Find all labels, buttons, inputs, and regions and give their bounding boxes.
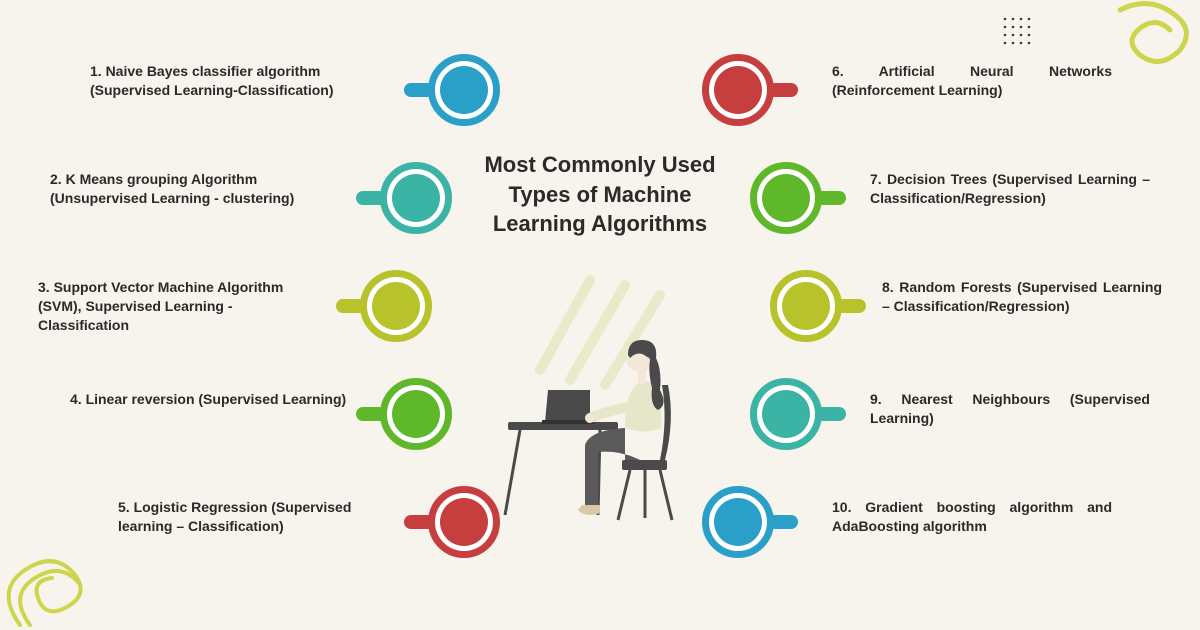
- algorithm-label-9: 9. Nearest Neighbours (Supervised Learni…: [870, 390, 1150, 428]
- node-handle: [816, 191, 846, 205]
- algorithm-node-4: [380, 378, 452, 450]
- node-handle: [768, 83, 798, 97]
- algorithm-node-2: [380, 162, 452, 234]
- center-illustration: [490, 310, 710, 530]
- node-ring: [380, 378, 452, 450]
- node-inner: [440, 498, 488, 546]
- node-ring: [360, 270, 432, 342]
- algorithm-node-8: [770, 270, 842, 342]
- algorithm-node-5: [428, 486, 500, 558]
- algorithm-label-4: 4. Linear reversion (Supervised Learning…: [70, 390, 350, 409]
- node-handle: [768, 515, 798, 529]
- page-title: Most Commonly Used Types of Machine Lear…: [460, 150, 740, 239]
- node-ring: [428, 54, 500, 126]
- algorithm-node-6: [702, 54, 774, 126]
- node-ring: [702, 486, 774, 558]
- algorithm-node-3: [360, 270, 432, 342]
- decoration-dots-top-right: [1000, 14, 1040, 54]
- node-ring: [750, 162, 822, 234]
- node-ring: [428, 486, 500, 558]
- node-handle: [816, 407, 846, 421]
- decoration-bottom-left: [0, 530, 110, 630]
- node-inner: [392, 174, 440, 222]
- node-inner: [762, 174, 810, 222]
- algorithm-label-10: 10. Gradient boosting algorithm and AdaB…: [832, 498, 1112, 536]
- algorithm-node-10: [702, 486, 774, 558]
- node-inner: [714, 66, 762, 114]
- node-inner: [440, 66, 488, 114]
- node-inner: [762, 390, 810, 438]
- node-handle: [356, 407, 386, 421]
- algorithm-label-7: 7. Decision Trees (Supervised Learning –…: [870, 170, 1150, 208]
- algorithm-label-5: 5. Logistic Regression (Supervised learn…: [118, 498, 398, 536]
- algorithm-label-8: 8. Random Forests (Supervised Learning –…: [882, 278, 1162, 316]
- algorithm-label-6: 6. Artificial Neural Networks (Reinforce…: [832, 62, 1112, 100]
- node-handle: [404, 83, 434, 97]
- node-ring: [702, 54, 774, 126]
- algorithm-label-2: 2. K Means grouping Algorithm (Unsupervi…: [50, 170, 330, 208]
- node-handle: [836, 299, 866, 313]
- node-inner: [392, 390, 440, 438]
- node-inner: [782, 282, 830, 330]
- algorithm-node-1: [428, 54, 500, 126]
- node-handle: [356, 191, 386, 205]
- node-ring: [750, 378, 822, 450]
- algorithm-node-9: [750, 378, 822, 450]
- node-inner: [714, 498, 762, 546]
- algorithm-label-3: 3. Support Vector Machine Algorithm (SVM…: [38, 278, 318, 335]
- algorithm-label-1: 1. Naive Bayes classifier algorithm (Sup…: [90, 62, 370, 100]
- algorithm-node-7: [750, 162, 822, 234]
- node-ring: [770, 270, 842, 342]
- node-handle: [336, 299, 366, 313]
- node-inner: [372, 282, 420, 330]
- node-handle: [404, 515, 434, 529]
- node-ring: [380, 162, 452, 234]
